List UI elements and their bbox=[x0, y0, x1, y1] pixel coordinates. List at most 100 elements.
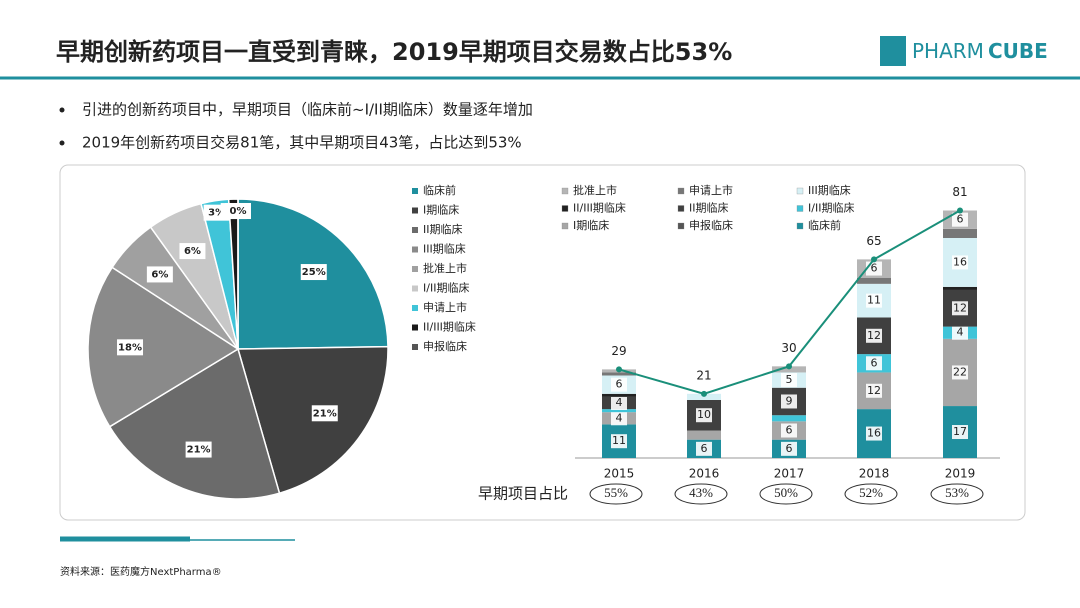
bar-segment bbox=[602, 393, 636, 397]
bar-label-box bbox=[781, 373, 797, 388]
legend-swatch bbox=[677, 222, 685, 230]
legend-label: II期临床 bbox=[423, 222, 463, 236]
total-point bbox=[786, 363, 792, 370]
legend-label: 批准上市 bbox=[573, 183, 617, 197]
source: 资料来源：医药魔方NextPharma® bbox=[60, 565, 222, 578]
bar-label-box bbox=[866, 383, 882, 398]
bar-label: 12 bbox=[867, 329, 881, 342]
total-point bbox=[957, 207, 963, 214]
pie-label: 3% bbox=[208, 208, 225, 219]
legend-swatch bbox=[412, 246, 418, 253]
bar-label-box bbox=[611, 434, 627, 449]
pie-label-box bbox=[179, 243, 206, 260]
pie-label-box bbox=[146, 266, 173, 283]
total-point bbox=[701, 390, 707, 397]
bar-label: 6 bbox=[616, 378, 623, 391]
x-tick-label: 2016 bbox=[689, 467, 720, 481]
pie-label-box bbox=[185, 441, 212, 458]
pie-label-box bbox=[300, 264, 327, 281]
logo-icon bbox=[880, 36, 906, 66]
legend-label: 申请上市 bbox=[689, 183, 733, 197]
total-label: 30 bbox=[781, 341, 796, 355]
legend-label: I/II期临床 bbox=[423, 281, 469, 295]
legend-label: 临床前 bbox=[423, 183, 456, 197]
bar-label: 16 bbox=[953, 255, 967, 268]
bar-segment bbox=[772, 366, 806, 373]
legend-swatch bbox=[412, 324, 418, 331]
bar-label: 6 bbox=[871, 356, 878, 369]
chart-frame bbox=[59, 164, 1026, 521]
bar-label-box bbox=[781, 441, 797, 456]
pie-label-box bbox=[311, 405, 338, 422]
bar-segment bbox=[602, 372, 636, 376]
bar-segment bbox=[772, 415, 806, 422]
pie-label: 18% bbox=[118, 342, 142, 353]
legend-label: III期临床 bbox=[808, 183, 851, 197]
pie-slice bbox=[108, 347, 281, 500]
bar-label: 16 bbox=[867, 427, 881, 440]
bar-label: 22 bbox=[953, 365, 967, 378]
legend-swatch bbox=[796, 222, 804, 230]
total-point bbox=[616, 366, 622, 373]
total-label: 81 bbox=[952, 185, 967, 199]
bar-label: 12 bbox=[953, 301, 967, 314]
legend-swatch bbox=[412, 207, 418, 214]
legend-swatch bbox=[796, 205, 804, 212]
bar-segment bbox=[687, 430, 721, 440]
pie-label: 0% bbox=[230, 206, 247, 217]
bar-label-box bbox=[952, 365, 968, 380]
share-oval bbox=[589, 483, 643, 505]
bar-label-box bbox=[952, 425, 968, 440]
x-tick-label: 2017 bbox=[774, 467, 805, 481]
bar-label: 10 bbox=[697, 408, 711, 421]
bar-label-box bbox=[611, 411, 627, 426]
legend-label: II/III期临床 bbox=[423, 320, 476, 334]
bar-segment bbox=[943, 286, 977, 290]
pie-label-box bbox=[225, 203, 251, 219]
bar-label-box bbox=[611, 377, 627, 392]
bar-label: 11 bbox=[612, 434, 626, 447]
share-oval bbox=[759, 483, 813, 505]
legend-label: 批准上市 bbox=[423, 261, 467, 275]
bar-label-box bbox=[781, 423, 797, 438]
total-label: 29 bbox=[611, 344, 626, 358]
logo-text: PHARM CUBE bbox=[912, 39, 1048, 63]
total-label: 65 bbox=[866, 234, 881, 248]
bullet bbox=[59, 140, 65, 146]
pie-label: 21% bbox=[187, 445, 211, 456]
bar-label: 4 bbox=[957, 326, 964, 339]
bullet-text: 2019年创新药项目交易81笔，其中早期项目43笔，占比达到53% bbox=[82, 134, 522, 152]
pie-slice bbox=[87, 266, 240, 428]
share-label: 43% bbox=[689, 485, 713, 500]
bar-segment bbox=[943, 228, 977, 238]
bar-label-box bbox=[952, 301, 968, 316]
bar-label: 11 bbox=[867, 294, 881, 307]
x-tick-label: 2019 bbox=[945, 467, 976, 481]
bar-label-box bbox=[696, 408, 712, 423]
share-oval bbox=[674, 483, 728, 505]
legend-swatch bbox=[677, 187, 685, 195]
total-point bbox=[871, 256, 877, 263]
bar-label: 17 bbox=[953, 425, 967, 438]
legend-label: III期临床 bbox=[423, 242, 466, 256]
legend-label: I期临床 bbox=[423, 203, 459, 217]
pie-label-box bbox=[117, 339, 144, 356]
bar-label-box bbox=[866, 293, 882, 308]
legend-swatch bbox=[677, 205, 685, 212]
legend-label: II/III期临床 bbox=[573, 201, 626, 215]
legend-label: 申报临床 bbox=[689, 218, 733, 232]
legend-label: I期临床 bbox=[573, 218, 609, 232]
legend-swatch bbox=[412, 188, 418, 194]
legend-label: II期临床 bbox=[689, 201, 729, 215]
pie-label: 25% bbox=[302, 267, 326, 278]
bar-label: 4 bbox=[616, 411, 623, 424]
legend-swatch bbox=[561, 222, 569, 230]
bar-label: 9 bbox=[786, 394, 793, 407]
pie-label: 6% bbox=[151, 269, 168, 280]
x-tick-label: 2018 bbox=[859, 467, 890, 481]
bar-label: 4 bbox=[616, 396, 623, 409]
share-label: 53% bbox=[945, 485, 969, 500]
legend-swatch bbox=[561, 205, 569, 212]
share-oval bbox=[844, 483, 898, 505]
